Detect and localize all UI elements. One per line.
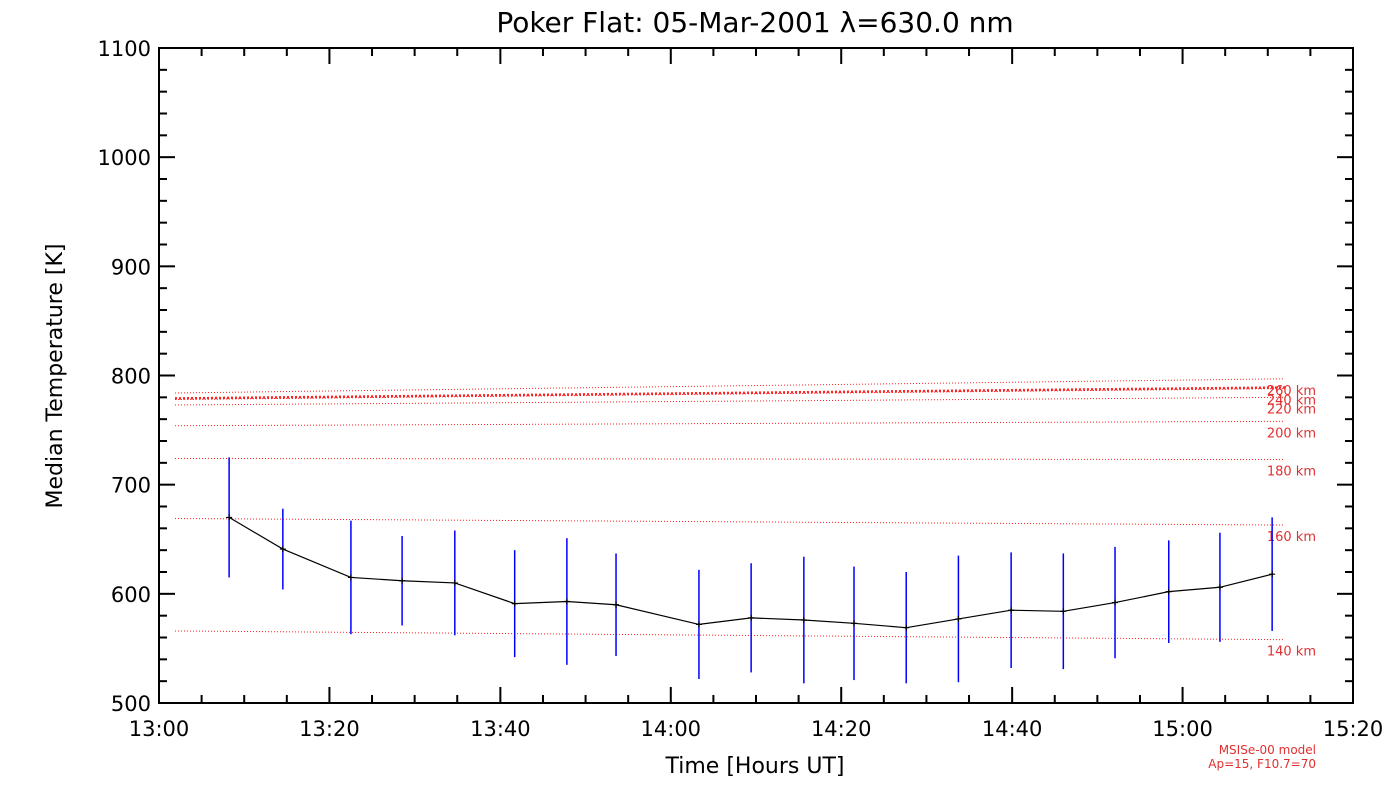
model-annotation-line-2: Ap=15, F10.7=70 (1208, 757, 1316, 771)
data-series (226, 457, 1276, 684)
data-point (511, 600, 518, 607)
data-point (1269, 571, 1276, 578)
x-tick-label: 15:20 (1323, 717, 1384, 741)
model-line-label: 200 km (1267, 426, 1316, 441)
data-point (748, 614, 755, 621)
model-line (174, 457, 1285, 461)
data-point (1060, 608, 1067, 615)
chart-title: Poker Flat: 05-Mar-2001 λ=630.0 nm (496, 6, 1013, 39)
model-line (174, 630, 1285, 641)
y-tick-label: 800 (111, 365, 151, 389)
y-tick-label: 1000 (98, 146, 151, 170)
model-line-label: 240 km (1267, 394, 1316, 409)
model-line-label: 140 km (1267, 645, 1316, 660)
x-tick-label: 13:20 (299, 717, 360, 741)
y-tick-label: 900 (111, 255, 151, 279)
data-point (279, 546, 286, 553)
model-line (174, 518, 1285, 526)
data-point (903, 624, 910, 631)
data-point (955, 615, 962, 622)
y-tick-label: 500 (111, 692, 151, 716)
x-tick-label: 13:40 (470, 717, 531, 741)
y-tick-label: 600 (111, 583, 151, 607)
model-line-label: 160 km (1267, 530, 1316, 545)
data-point (613, 601, 620, 608)
model-line-label: 260 km (1267, 384, 1316, 399)
data-point (695, 621, 702, 628)
x-axis-label: Time [Hours UT] (665, 754, 845, 779)
x-tick-label: 14:40 (982, 717, 1043, 741)
x-tick-label: 13:00 (129, 717, 190, 741)
data-point (1165, 588, 1172, 595)
model-annotation-line-1: MSISe-00 model (1219, 743, 1316, 757)
model-line-label: 220 km (1267, 402, 1316, 417)
axis-ticks: 13:00 13:20 13:40 14:00 14:20 14:40 15:00 15:20… (98, 37, 1384, 741)
data-point (1112, 599, 1119, 606)
data-point (1008, 607, 1015, 614)
temperature-line (228, 516, 1273, 629)
data-point (1216, 584, 1223, 591)
x-tick-label: 15:00 (1152, 717, 1213, 741)
plot-frame (158, 47, 1354, 704)
data-point (563, 598, 570, 605)
model-line (174, 388, 1285, 401)
model-line-label: 180 km (1267, 465, 1316, 480)
data-point (851, 620, 858, 627)
data-point (451, 579, 458, 586)
y-axis-label: Median Temperature [K] (43, 244, 68, 509)
y-tick-label: 700 (111, 474, 151, 498)
data-point (399, 577, 406, 584)
data-point (347, 574, 354, 581)
data-point (800, 617, 807, 624)
x-tick-label: 14:20 (811, 717, 872, 741)
data-point (226, 514, 233, 521)
model-line-highlight (174, 386, 1285, 400)
model-line (174, 420, 1285, 427)
y-tick-label: 1100 (98, 37, 151, 61)
model-line (174, 378, 1285, 394)
model-line (174, 396, 1285, 406)
x-tick-label: 14:00 (641, 717, 702, 741)
